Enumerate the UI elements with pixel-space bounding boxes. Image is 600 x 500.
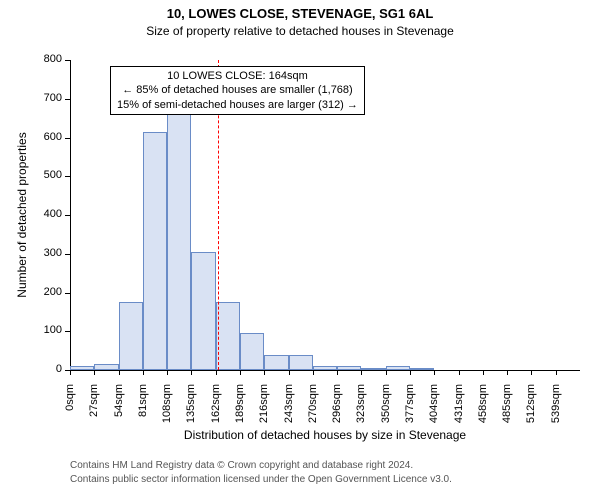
y-tick-label: 300 [30, 247, 62, 259]
x-tick-mark [94, 370, 95, 375]
y-tick-mark [65, 331, 70, 332]
histogram-bar [289, 355, 313, 371]
x-tick-label: 27sqm [88, 384, 100, 434]
y-tick-label: 400 [30, 208, 62, 220]
histogram-bar [337, 366, 361, 370]
x-axis-label: Distribution of detached houses by size … [70, 428, 580, 442]
x-tick-label: 377sqm [404, 384, 416, 434]
annotation-line2: ← 85% of detached houses are smaller (1,… [117, 83, 358, 97]
x-tick-label: 431sqm [453, 384, 465, 434]
y-axis-line [70, 60, 71, 370]
histogram-bar [264, 355, 288, 371]
x-tick-label: 296sqm [331, 384, 343, 434]
histogram-bar [119, 302, 143, 370]
x-tick-mark [167, 370, 168, 375]
x-tick-mark [556, 370, 557, 375]
x-tick-label: 350sqm [380, 384, 392, 434]
y-tick-mark [65, 215, 70, 216]
x-tick-label: 512sqm [525, 384, 537, 434]
histogram-bar [216, 302, 240, 370]
x-tick-label: 404sqm [428, 384, 440, 434]
x-tick-label: 323sqm [355, 384, 367, 434]
y-tick-label: 100 [30, 324, 62, 336]
y-tick-label: 600 [30, 131, 62, 143]
histogram-bar [191, 252, 215, 370]
y-tick-label: 700 [30, 92, 62, 104]
y-tick-label: 200 [30, 286, 62, 298]
y-tick-label: 800 [30, 53, 62, 65]
x-tick-mark [483, 370, 484, 375]
x-tick-mark [119, 370, 120, 375]
x-tick-mark [531, 370, 532, 375]
annotation-line3: 15% of semi-detached houses are larger (… [117, 98, 358, 112]
x-tick-mark [216, 370, 217, 375]
x-tick-label: 162sqm [210, 384, 222, 434]
histogram-bar [386, 366, 410, 370]
x-tick-mark [191, 370, 192, 375]
x-tick-mark [410, 370, 411, 375]
x-tick-mark [434, 370, 435, 375]
histogram-bar [70, 366, 94, 370]
y-tick-mark [65, 293, 70, 294]
x-tick-label: 135sqm [185, 384, 197, 434]
x-tick-mark [240, 370, 241, 375]
annotation-line1: 10 LOWES CLOSE: 164sqm [117, 69, 358, 83]
y-tick-mark [65, 99, 70, 100]
x-tick-mark [386, 370, 387, 375]
histogram-bar [313, 366, 337, 370]
y-tick-mark [65, 60, 70, 61]
x-tick-label: 539sqm [550, 384, 562, 434]
x-tick-mark [70, 370, 71, 375]
histogram-bar [94, 364, 118, 370]
histogram-bar [361, 368, 385, 370]
x-tick-mark [143, 370, 144, 375]
attribution-line2: Contains public sector information licen… [70, 474, 452, 485]
x-tick-mark [361, 370, 362, 375]
histogram-bar [143, 132, 167, 370]
histogram-bar [410, 368, 434, 370]
x-tick-label: 108sqm [161, 384, 173, 434]
x-tick-mark [289, 370, 290, 375]
x-tick-label: 0sqm [64, 384, 76, 434]
attribution-line1: Contains HM Land Registry data © Crown c… [70, 460, 413, 471]
x-tick-label: 216sqm [258, 384, 270, 434]
x-tick-mark [313, 370, 314, 375]
y-axis-label: Number of detached properties [15, 115, 29, 315]
x-tick-label: 54sqm [113, 384, 125, 434]
histogram-bar [167, 110, 191, 370]
x-tick-mark [264, 370, 265, 375]
y-tick-mark [65, 254, 70, 255]
y-tick-mark [65, 176, 70, 177]
title-main: 10, LOWES CLOSE, STEVENAGE, SG1 6AL [0, 6, 600, 21]
y-tick-label: 500 [30, 169, 62, 181]
title-sub: Size of property relative to detached ho… [0, 24, 600, 38]
histogram-bar [240, 333, 264, 370]
chart-container: { "title_main": "10, LOWES CLOSE, STEVEN… [0, 0, 600, 500]
x-tick-mark [337, 370, 338, 375]
x-tick-mark [459, 370, 460, 375]
y-tick-label: 0 [30, 363, 62, 375]
x-tick-label: 243sqm [283, 384, 295, 434]
annotation-box: 10 LOWES CLOSE: 164sqm ← 85% of detached… [110, 66, 365, 115]
x-tick-label: 458sqm [477, 384, 489, 434]
y-tick-mark [65, 138, 70, 139]
x-tick-label: 485sqm [501, 384, 513, 434]
x-tick-label: 81sqm [137, 384, 149, 434]
x-tick-mark [507, 370, 508, 375]
x-tick-label: 189sqm [234, 384, 246, 434]
x-axis-line [70, 370, 580, 371]
x-tick-label: 270sqm [307, 384, 319, 434]
